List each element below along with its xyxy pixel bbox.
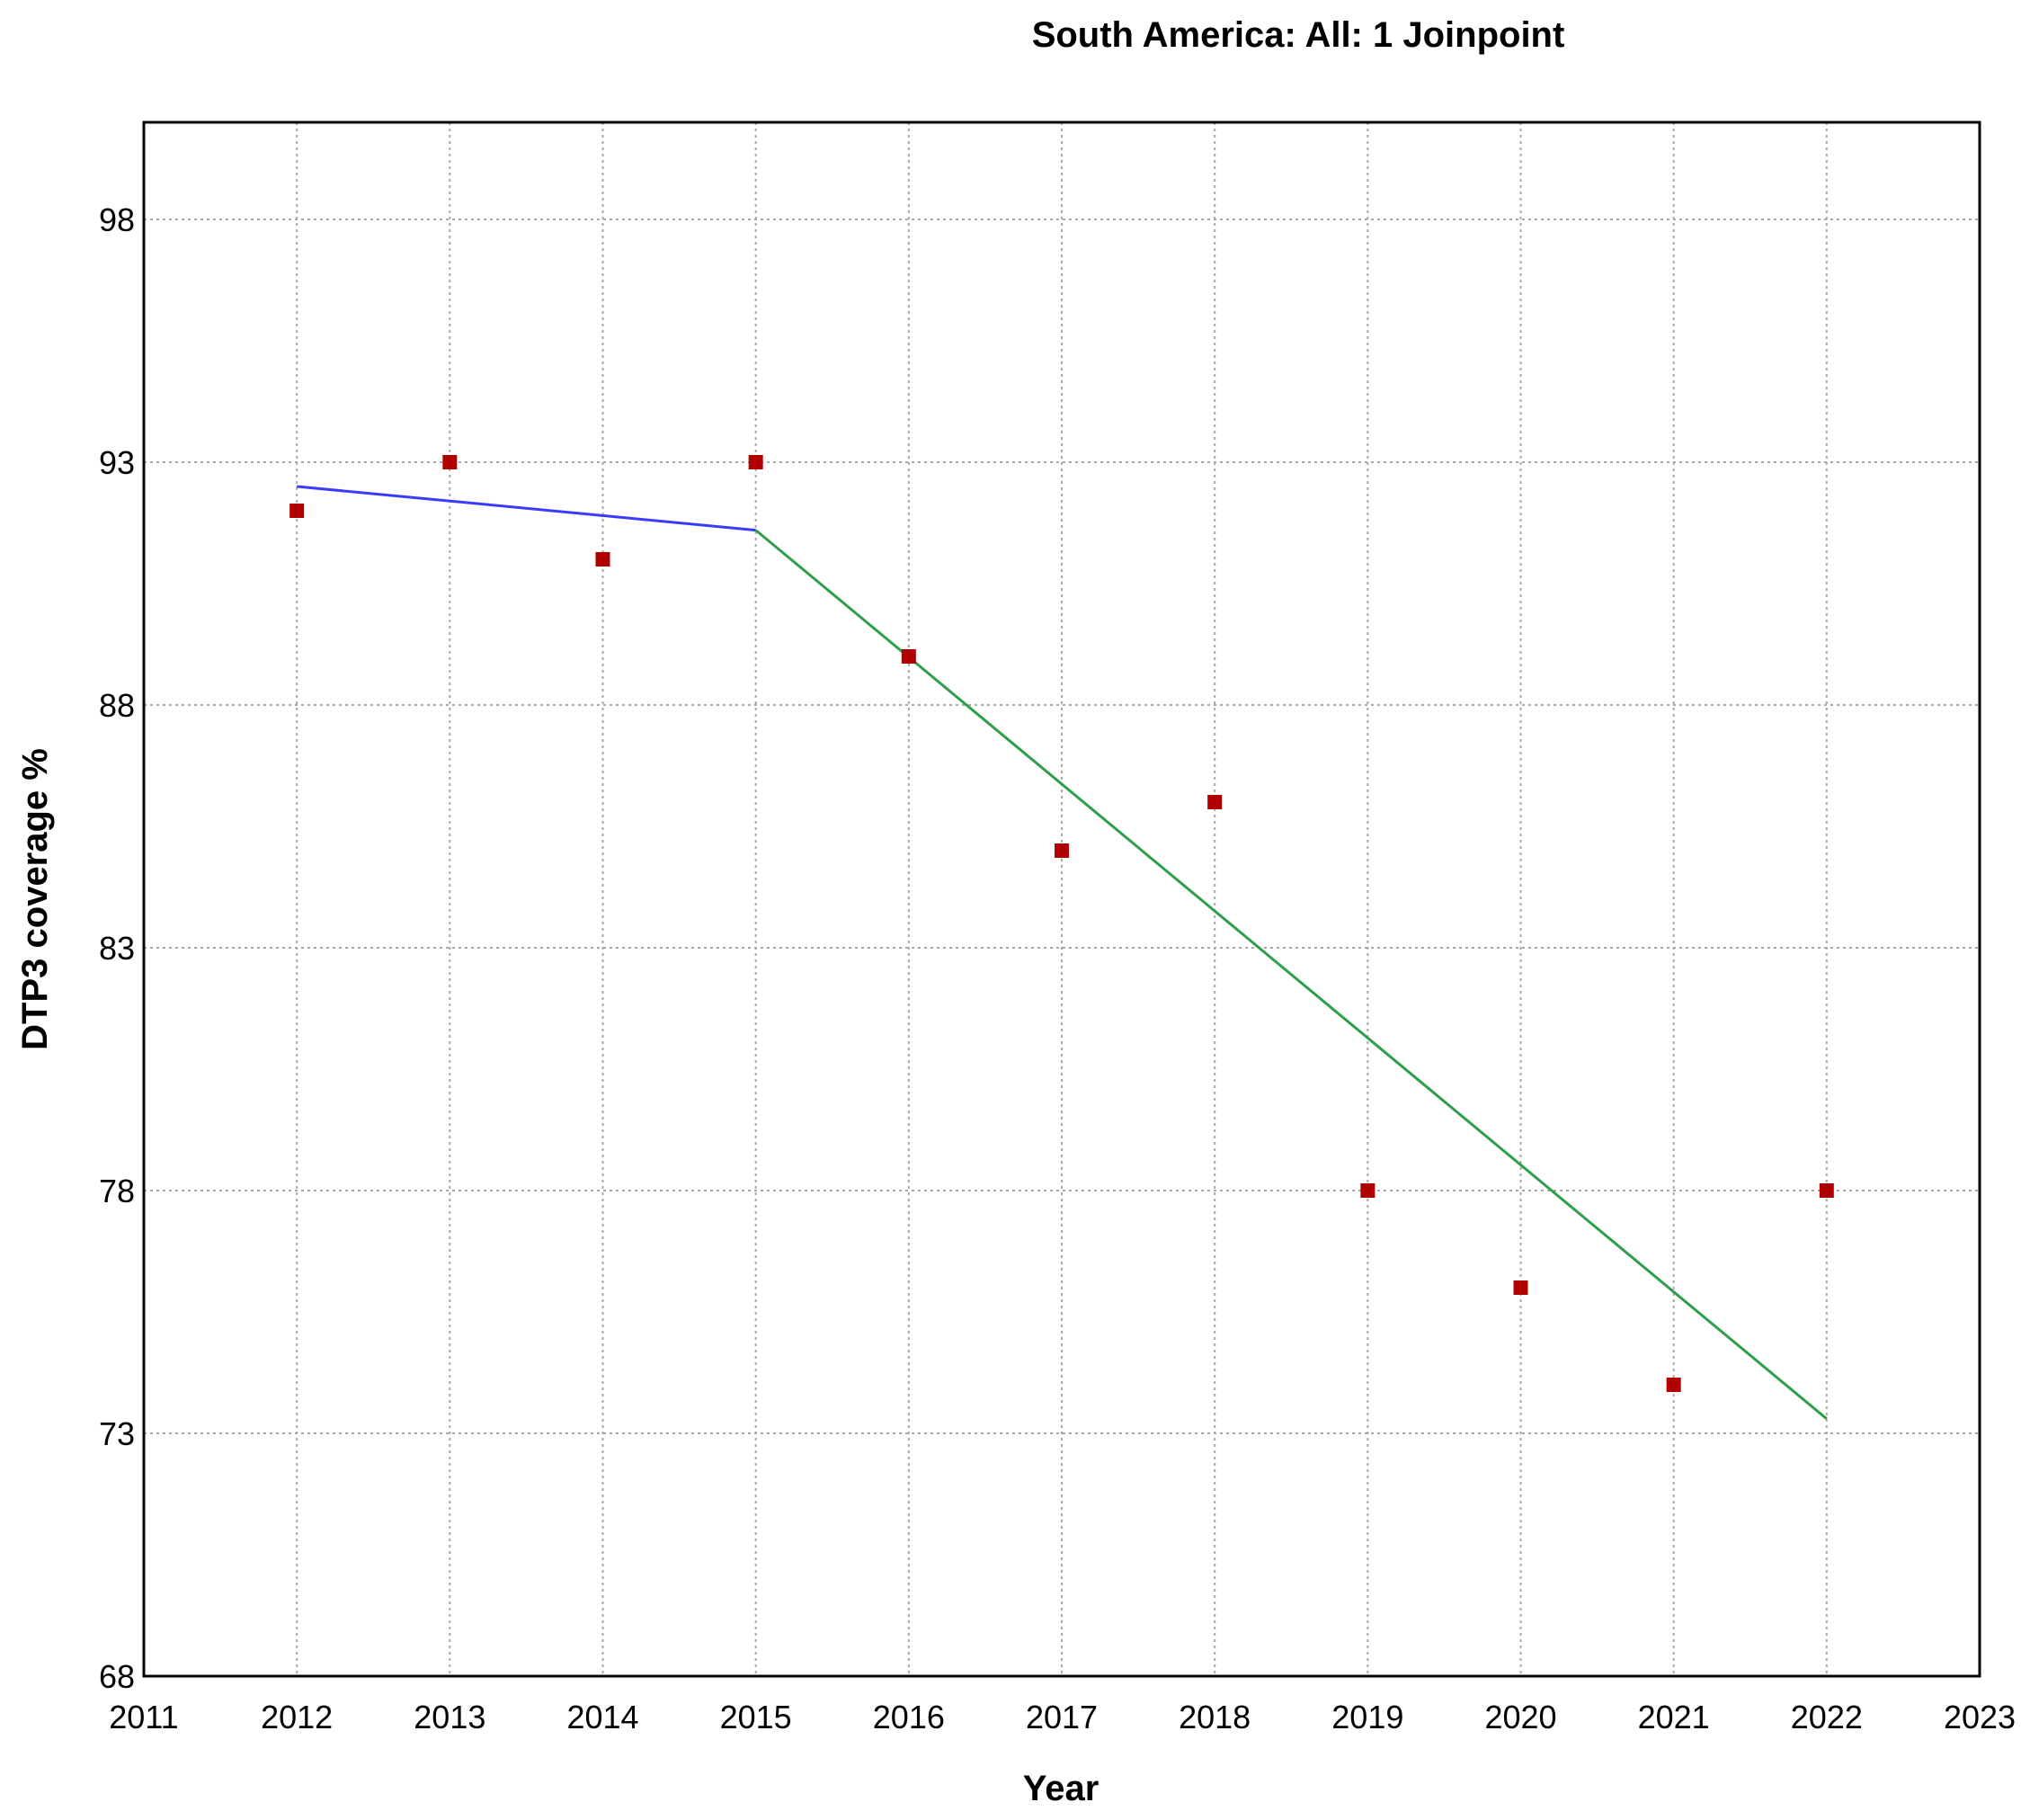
x-tick-label: 2014 (566, 1699, 638, 1735)
x-tick-label: 2011 (109, 1699, 178, 1735)
data-point (1513, 1280, 1528, 1295)
x-tick-label: 2017 (1026, 1699, 1098, 1735)
x-tick-label: 2023 (1944, 1699, 2016, 1735)
data-point (1055, 843, 1069, 858)
y-axis-label: DTP3 coverage % (15, 748, 55, 1050)
trend-segment-1 (297, 485, 756, 532)
y-tick-labels: 68 73 78 83 88 93 98 (99, 201, 135, 1695)
x-tick-label: 2013 (414, 1699, 485, 1735)
x-tick-label: 2021 (1638, 1699, 1710, 1735)
data-point (1360, 1183, 1376, 1198)
data-point (442, 455, 458, 469)
data-point (748, 455, 763, 469)
plot-frame (142, 120, 1981, 1678)
x-tick-labels: 2011 2012 2013 2014 2015 2016 2017 2018 2019 2020… (109, 1699, 2016, 1735)
trend-segment-2 (754, 529, 1828, 1420)
data-point (901, 649, 916, 664)
y-tick-label: 98 (99, 201, 135, 238)
data-point (289, 504, 305, 518)
y-tick-label: 73 (99, 1415, 135, 1452)
data-points (289, 455, 1834, 1392)
x-tick-label: 2022 (1791, 1699, 1863, 1735)
data-point (1207, 795, 1223, 809)
y-tick-label: 78 (99, 1173, 135, 1209)
data-point (1666, 1378, 1681, 1392)
x-tick-label: 2012 (261, 1699, 333, 1735)
x-tick-label: 2019 (1331, 1699, 1403, 1735)
trend-segments (297, 485, 1828, 1420)
chart-title: South America: All: 1 Joinpoint (1032, 15, 1565, 55)
data-point (1819, 1183, 1834, 1198)
x-tick-label: 2015 (720, 1699, 792, 1735)
x-tick-label: 2016 (873, 1699, 945, 1735)
data-point (595, 552, 610, 567)
y-tick-label: 83 (99, 930, 135, 967)
y-tick-label: 93 (99, 444, 135, 481)
x-axis-label: Year (1023, 1769, 1100, 1808)
x-tick-label: 2018 (1179, 1699, 1251, 1735)
x-tick-label: 2020 (1484, 1699, 1556, 1735)
y-tick-label: 68 (99, 1658, 135, 1695)
y-tick-label: 88 (99, 687, 135, 724)
